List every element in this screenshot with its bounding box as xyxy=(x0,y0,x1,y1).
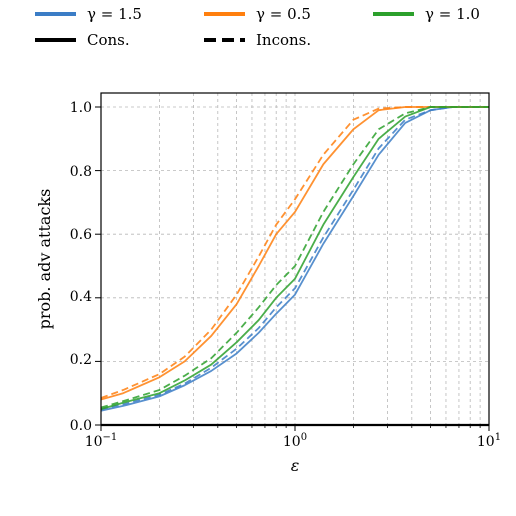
legend-label-cons: Cons. xyxy=(87,31,130,49)
x-tick-label-2: 101 xyxy=(477,432,501,450)
x-tick-label-0-exp: −1 xyxy=(103,432,118,443)
x-tick-labels: 10−1 100 101 xyxy=(85,432,501,450)
legend-label-gamma-0-5: γ = 0.5 xyxy=(256,5,311,23)
series-line-gamma-1-0-cons xyxy=(100,106,489,410)
x-tick-label-1: 100 xyxy=(283,432,307,450)
y-axis-label: prob. adv attacks xyxy=(35,189,54,330)
series-line-gamma-1-5-cons xyxy=(100,106,489,412)
legend-label-incons: Incons. xyxy=(256,31,311,49)
x-tick-label-0: 10−1 xyxy=(85,432,118,450)
y-tick-label-0: 0.0 xyxy=(70,418,92,434)
y-tick-labels: 0.0 0.2 0.4 0.6 0.8 1.0 xyxy=(70,100,92,434)
series-line-gamma-1-0-incons xyxy=(100,106,489,409)
series-line-gamma-0-5-incons xyxy=(100,106,489,399)
x-tick-label-2-exp: 1 xyxy=(495,432,501,443)
y-tick-label-2: 0.4 xyxy=(70,289,92,305)
x-tick-label-1-base: 10 xyxy=(283,434,301,450)
x-tick-label-0-base: 10 xyxy=(85,434,103,450)
y-tick-label-3: 0.6 xyxy=(70,227,92,243)
legend-label-gamma-1-5: γ = 1.5 xyxy=(87,5,142,23)
series-line-gamma-0-5-cons xyxy=(100,106,489,401)
x-tick-label-1-exp: 0 xyxy=(301,432,307,443)
y-tick-label-5: 1.0 xyxy=(70,100,92,116)
legend: γ = 1.5 γ = 0.5 γ = 1.0 Cons. Incons. xyxy=(35,5,480,49)
series-line-gamma-1-5-incons xyxy=(100,106,489,410)
y-tick-label-4: 0.8 xyxy=(70,164,92,180)
grid xyxy=(100,93,490,426)
x-axis-label: ε xyxy=(291,456,300,475)
legend-label-gamma-1-0: γ = 1.0 xyxy=(425,5,480,23)
x-tick-label-2-base: 10 xyxy=(477,434,495,450)
y-tick-label-1: 0.2 xyxy=(70,352,92,368)
axis-ticks xyxy=(95,106,490,431)
